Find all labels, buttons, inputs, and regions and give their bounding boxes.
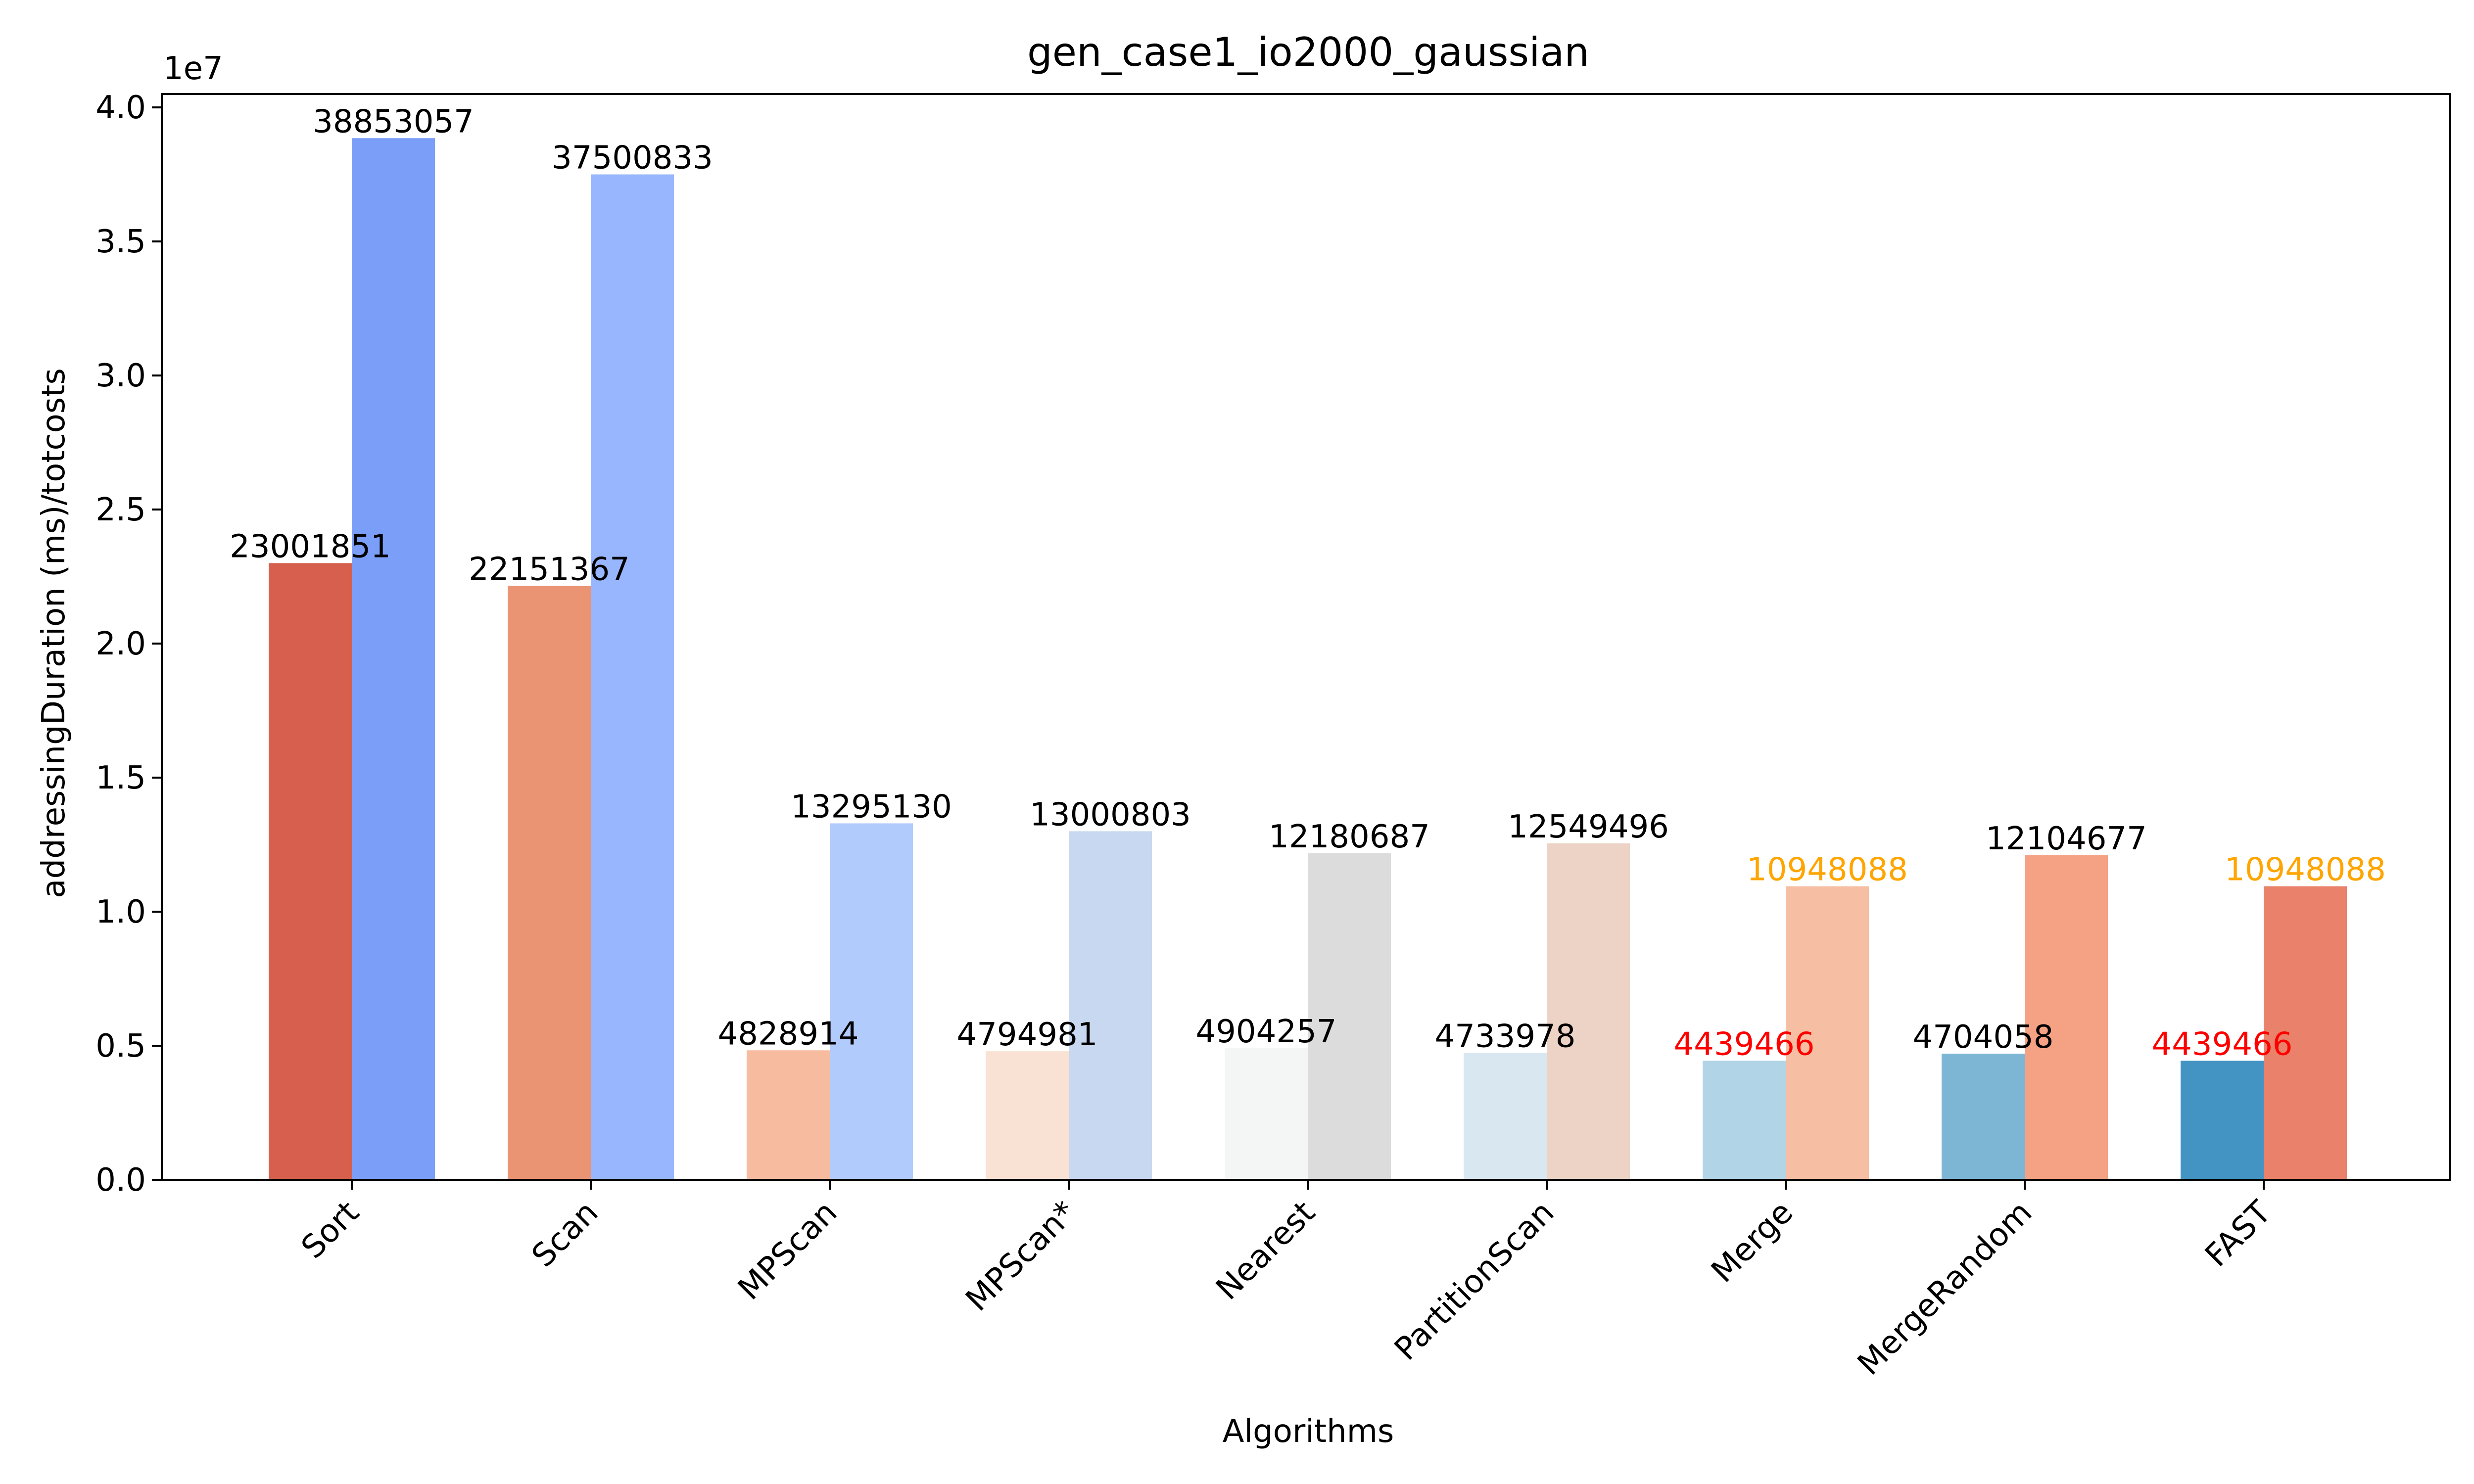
y-tick-label: 1.5 — [95, 760, 146, 796]
bar-nearest-series-1 — [1225, 1048, 1308, 1180]
bars-group — [269, 138, 2347, 1180]
y-tick-label: 0.0 — [95, 1162, 146, 1199]
value-label: 12549496 — [1508, 809, 1669, 845]
value-label: 13000803 — [1030, 796, 1191, 833]
value-label: 22151367 — [469, 551, 630, 588]
bar-mpscan--series-2 — [1069, 831, 1152, 1180]
bar-mpscan-series-1 — [747, 1050, 830, 1180]
bar-merge-series-2 — [1786, 886, 1869, 1180]
bar-mpscan-series-2 — [830, 823, 913, 1180]
bar-partitionscan-series-2 — [1547, 843, 1630, 1180]
value-label: 4439466 — [1673, 1026, 1814, 1063]
y-tick-label: 4.0 — [95, 90, 146, 126]
y-tick-label: 1.0 — [95, 894, 146, 930]
bar-sort-series-2 — [352, 138, 435, 1180]
value-label: 4828914 — [717, 1016, 858, 1052]
bar-scan-series-2 — [591, 174, 674, 1180]
bar-nearest-series-2 — [1308, 853, 1391, 1180]
value-label: 4794981 — [956, 1017, 1097, 1053]
value-label: 4439466 — [2151, 1026, 2292, 1063]
bar-partitionscan-series-1 — [1464, 1053, 1547, 1180]
value-label: 37500833 — [552, 140, 713, 177]
bar-mpscan--series-1 — [986, 1051, 1069, 1180]
y-tick-label: 2.5 — [95, 492, 146, 528]
y-axis-offset-label: 1e7 — [163, 50, 223, 87]
plot-frame — [161, 93, 2451, 1181]
value-label: 10948088 — [1747, 852, 1908, 888]
value-label: 4704058 — [1912, 1019, 2053, 1056]
x-axis-label: Algorithms — [1223, 1413, 1394, 1450]
chart-title: gen_case1_io2000_gaussian — [1027, 29, 1589, 75]
bar-fast-series-2 — [2264, 886, 2347, 1180]
y-tick-label: 3.5 — [95, 224, 146, 260]
value-label: 10948088 — [2225, 852, 2386, 888]
y-tick-label: 0.5 — [95, 1028, 146, 1065]
bar-sort-series-1 — [269, 563, 352, 1180]
bar-merge-series-1 — [1703, 1061, 1786, 1180]
value-label: 4904257 — [1195, 1014, 1336, 1050]
value-label: 12180687 — [1269, 819, 1430, 855]
value-label: 23001851 — [230, 528, 391, 565]
bar-scan-series-1 — [508, 586, 591, 1180]
value-label: 38853057 — [313, 103, 474, 140]
y-tick-label: 3.0 — [95, 358, 146, 394]
value-label: 4733978 — [1434, 1018, 1575, 1055]
y-tick-label: 2.0 — [95, 626, 146, 662]
y-axis-label: addressingDuration (ms)/totcosts — [36, 368, 72, 898]
value-labels-group: 23001851 38853057 22151367 37500833 4828914 1… — [230, 103, 2386, 1063]
value-label: 12104677 — [1986, 821, 2147, 857]
bar-fast-series-1 — [2181, 1061, 2264, 1180]
bar-mergerandom-series-2 — [2025, 855, 2108, 1180]
value-label: 13295130 — [791, 788, 952, 825]
y-axis-ticks: 0.0 0.5 1.0 1.5 2.0 2.5 3.0 3.5 4.0 — [95, 90, 162, 1199]
bar-mergerandom-series-1 — [1942, 1054, 2025, 1180]
